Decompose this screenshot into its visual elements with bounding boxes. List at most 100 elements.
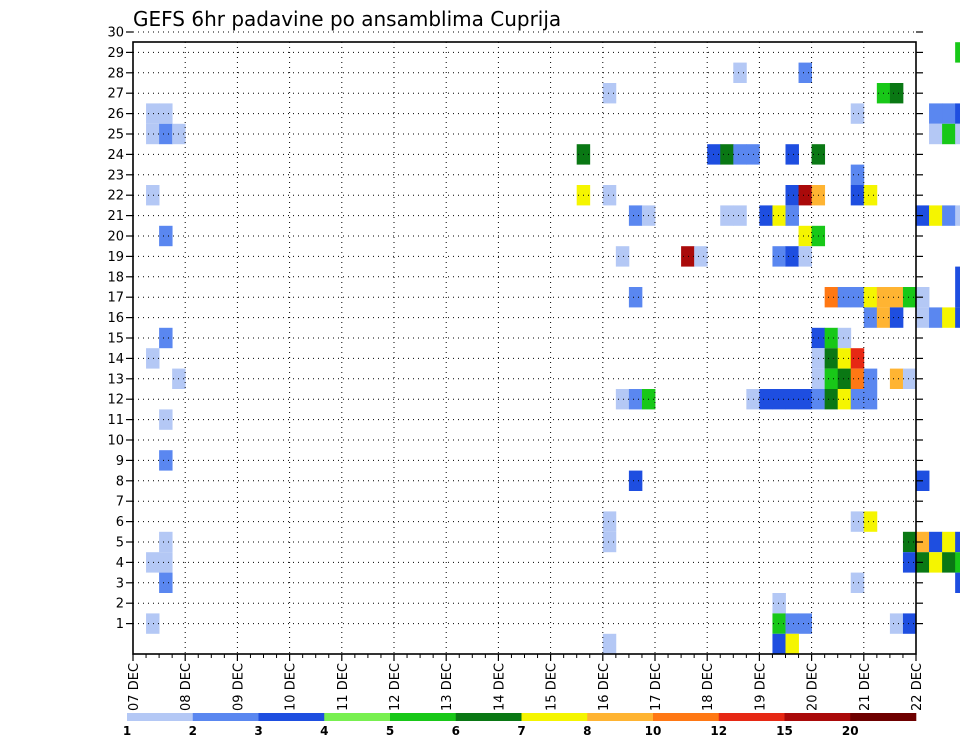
grid-lines — [133, 31, 916, 654]
heatmap-cell — [850, 348, 865, 369]
heatmap-cell — [863, 287, 878, 308]
heatmap-cell — [759, 205, 773, 226]
colorbar-label: 1 — [123, 724, 131, 738]
heatmap-cell — [929, 552, 943, 573]
x-tick-label: 14 DEC — [492, 663, 507, 711]
heatmap-cell — [798, 185, 812, 206]
heatmap-cell — [681, 246, 695, 267]
heatmap-cell — [929, 531, 943, 553]
colorbar-swatch — [390, 713, 457, 721]
heatmap-cell — [785, 633, 799, 654]
colorbar-label: 4 — [320, 724, 328, 738]
heatmap-cell — [955, 531, 960, 553]
y-tick-label: 15 — [107, 332, 124, 347]
x-tick-label: 09 DEC — [231, 663, 246, 711]
heatmap-cell — [824, 287, 839, 308]
heatmap-cell — [850, 287, 865, 308]
y-tick-label: 10 — [107, 434, 124, 449]
heatmap-cell — [863, 185, 878, 206]
y-tick-label: 6 — [116, 515, 124, 530]
x-tick-label: 11 DEC — [336, 663, 351, 711]
heatmap-cell — [759, 389, 773, 410]
x-axis-ticks: 07 DEC 08 DEC 09 DEC 10 DEC 11 DEC 12 DEC 13 D… — [127, 654, 925, 711]
heatmap-cell — [733, 205, 747, 226]
colorbar-swatch — [192, 713, 259, 721]
heatmap-cell — [942, 531, 956, 553]
heatmap-cell — [929, 205, 943, 226]
heatmap-cell — [772, 613, 786, 634]
heatmap-cell — [902, 287, 917, 308]
heatmap-cell — [628, 389, 643, 410]
heatmap-cell — [146, 123, 160, 145]
y-tick-label: 17 — [107, 291, 124, 306]
chart-title: GEFS 6hr padavine po ansamblima Cuprija — [133, 7, 561, 31]
heatmap-cell — [785, 613, 799, 634]
colorbar-label: 5 — [386, 724, 394, 738]
heatmap-cell — [850, 572, 865, 593]
y-tick-label: 25 — [107, 128, 124, 143]
y-tick-label: 7 — [116, 495, 124, 510]
heatmap-cell — [720, 144, 734, 165]
heatmap-cell — [772, 246, 786, 267]
heatmap-cell — [889, 368, 904, 389]
heatmap-cell — [159, 531, 173, 553]
heatmap-cell — [955, 287, 960, 308]
x-tick-label: 20 DEC — [806, 663, 821, 711]
colorbar-swatch — [455, 713, 522, 721]
heatmap-cell — [602, 531, 617, 553]
heatmap-cell — [146, 348, 160, 369]
heatmap-cell — [863, 511, 878, 532]
heatmap-cell — [824, 348, 839, 369]
heatmap-cell — [955, 572, 960, 593]
heatmap-cell — [863, 307, 878, 328]
heatmap-cell — [798, 613, 812, 634]
heatmap-cell — [602, 185, 617, 206]
colorbar-label: 7 — [517, 724, 525, 738]
heatmap-cell — [615, 389, 630, 410]
heatmap-cell — [942, 552, 956, 573]
y-tick-label: 22 — [107, 189, 124, 204]
heatmap-cell — [837, 327, 852, 349]
colorbar-swatch — [587, 713, 654, 721]
heatmap-cell — [889, 307, 904, 328]
y-tick-label: 13 — [107, 372, 124, 387]
heatmap-cell — [955, 205, 960, 226]
heatmap-cell — [159, 225, 173, 247]
colorbar-swatch — [653, 713, 720, 721]
x-tick-label: 22 DEC — [910, 663, 925, 711]
y-tick-label: 8 — [116, 474, 124, 489]
colorbar-label: 12 — [710, 724, 727, 738]
heatmap-cell — [785, 246, 799, 267]
heatmap-cell — [902, 552, 917, 573]
y-tick-label: 4 — [116, 556, 124, 571]
y-axis-ticks: 1234567891011121314151617181920212223242… — [107, 26, 923, 632]
heatmap-cell — [837, 287, 852, 308]
y-tick-label: 30 — [107, 26, 124, 41]
heatmap-cell — [628, 470, 643, 491]
heatmap-cell — [902, 368, 917, 389]
heatmap-cell — [694, 246, 708, 267]
heatmap-cell — [955, 103, 960, 124]
y-tick-label: 3 — [116, 576, 124, 591]
y-tick-label: 11 — [107, 413, 124, 428]
x-tick-label: 16 DEC — [597, 663, 612, 711]
heatmap-cell — [955, 552, 960, 573]
heatmap-cell — [837, 389, 852, 410]
heatmap-cell — [863, 389, 878, 410]
heatmap-cell — [837, 368, 852, 389]
heatmap-cell — [772, 205, 786, 226]
colorbar-swatch — [850, 713, 917, 721]
y-tick-label: 20 — [107, 230, 124, 245]
heatmap-cell — [720, 205, 734, 226]
heatmap-cell — [785, 144, 799, 165]
x-tick-label: 21 DEC — [858, 663, 873, 711]
colorbar-swatch — [324, 713, 391, 721]
x-tick-label: 18 DEC — [701, 663, 716, 711]
colorbar-label: 10 — [645, 724, 662, 738]
heatmap-cell — [615, 246, 630, 267]
y-tick-label: 18 — [107, 270, 124, 285]
colorbar: 1 2 3 4 5 6 7 8 10 12 15 20 — [123, 713, 917, 738]
colorbar-label: 8 — [583, 724, 591, 738]
colorbar-swatch — [258, 713, 325, 721]
